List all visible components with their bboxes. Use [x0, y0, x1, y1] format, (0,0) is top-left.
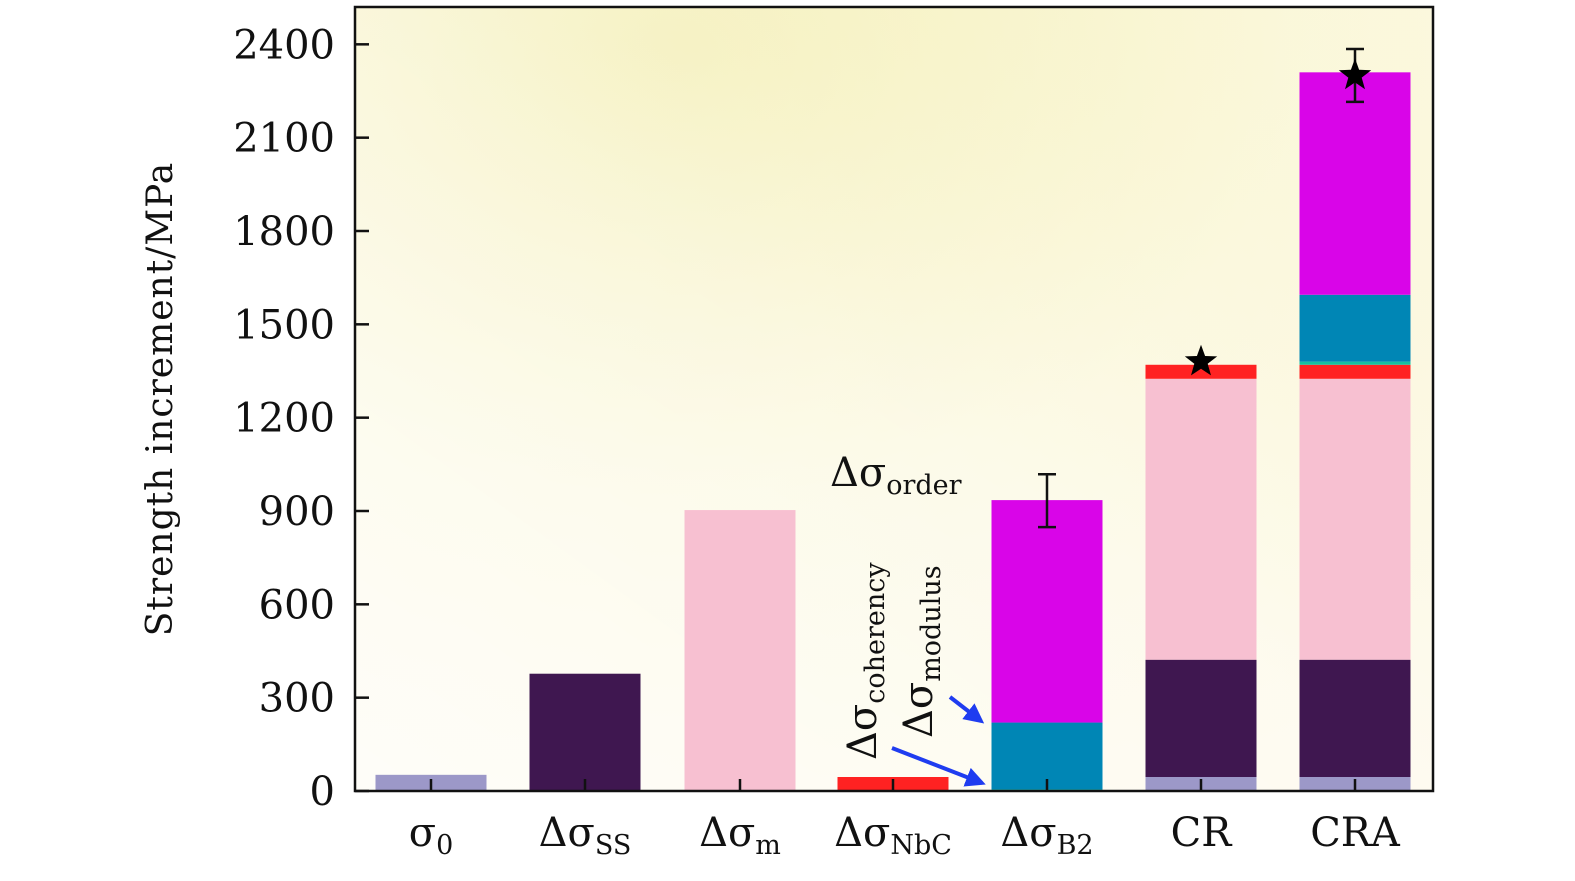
x-category-main: Δσ [834, 810, 890, 856]
x-category-main: Δσ [539, 810, 595, 856]
x-category-label: CR [1171, 810, 1234, 856]
annotation-modulus-main: Δσ [896, 682, 942, 738]
y-tick-label: 1200 [233, 396, 335, 442]
annotation-modulus-sub: modulus [916, 565, 947, 681]
x-category-sub: B2 [1057, 830, 1094, 861]
bar-segment-m [1299, 378, 1411, 660]
y-tick-label: 900 [259, 489, 335, 535]
experimental-star-marker [1338, 58, 1372, 90]
y-tick-label: 1800 [233, 209, 335, 255]
x-category-main: CR [1171, 810, 1234, 856]
bar-segment-order [991, 500, 1103, 723]
annotation-order: Δσorder [830, 450, 962, 501]
bar-segment-coherency [1299, 361, 1411, 365]
y-axis-label: Strength increment/MPa [140, 162, 181, 637]
extras-layer [1038, 47, 1372, 529]
plot-area-wash [355, 7, 1433, 791]
x-category-label: CRA [1310, 810, 1401, 856]
x-category-main: Δσ [1000, 810, 1056, 856]
annotation-coherency-main: Δσ [840, 704, 886, 760]
bar-segment-m [1145, 378, 1257, 660]
arrow-modulus [948, 695, 985, 724]
y-tick-label: 2100 [233, 116, 335, 162]
annotation-modulus: Δσmodulus [896, 565, 947, 738]
bar-segment-ss [529, 673, 641, 791]
x-category-sub: SS [595, 830, 632, 861]
x-category-label: σ0 [409, 810, 454, 861]
y-tick-label: 2400 [233, 22, 335, 68]
bar-segment-ss [1145, 659, 1257, 777]
x-category-label: ΔσSS [539, 810, 632, 861]
y-tick-label: 0 [310, 769, 335, 815]
annotation-coherency-sub: coherency [860, 562, 891, 704]
bars-layer [375, 72, 1411, 791]
bar-segment-order [1299, 72, 1411, 295]
annotation-order-sub: order [886, 470, 961, 501]
x-category-main: σ [409, 810, 436, 856]
x-category-sub: m [755, 830, 781, 861]
bar-segment-ss [1299, 659, 1411, 777]
arrow-coherency [891, 746, 986, 787]
x-category-sub: NbC [890, 830, 952, 861]
bar-segment-modulus [1299, 294, 1411, 362]
annotation-coherency: Δσcoherency [840, 562, 891, 760]
x-category-main: Δσ [699, 810, 755, 856]
x-category-label: ΔσNbC [834, 810, 952, 861]
x-category-sub: 0 [436, 830, 453, 861]
y-tick-label: 600 [259, 582, 335, 628]
experimental-star-marker [1184, 344, 1218, 376]
x-category-label: ΔσB2 [1000, 810, 1093, 861]
y-tick-label: 300 [259, 676, 335, 722]
bar-segment-nbc [1145, 364, 1257, 379]
annotation-order-main: Δσ [830, 450, 886, 496]
bar-segment-modulus [991, 722, 1103, 790]
bar-segment-m [684, 510, 796, 791]
bar-segment-nbc [1299, 364, 1411, 379]
y-tick-label: 1500 [233, 302, 335, 348]
x-category-main: CRA [1310, 810, 1401, 856]
x-category-label: Δσm [699, 810, 781, 861]
